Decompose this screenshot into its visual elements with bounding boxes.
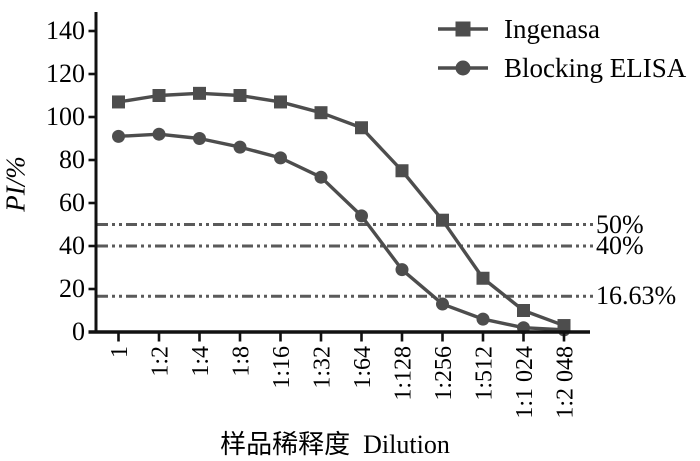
y-tick-label: 120	[46, 59, 85, 88]
legend-label: Ingenasa	[504, 14, 600, 44]
x-tick-label: 1:64	[350, 346, 376, 389]
legend-marker-circle-icon	[438, 60, 488, 76]
circle-marker	[355, 209, 368, 223]
square-marker	[395, 164, 409, 178]
square-marker	[436, 213, 449, 227]
circle-marker	[112, 129, 125, 143]
x-tick-label: 1	[107, 346, 133, 358]
square-marker	[112, 95, 125, 109]
legend-item-ingenasa: Ingenasa	[438, 13, 686, 45]
y-axis-title: PI/%	[0, 156, 31, 212]
circle-marker	[152, 127, 166, 141]
x-tick-label: 1:2	[148, 346, 174, 377]
square-marker	[355, 121, 368, 135]
legend-item-blocking-elisa: Blocking ELISA	[438, 52, 686, 84]
circle-marker	[436, 297, 449, 311]
y-tick-label: 80	[59, 145, 85, 174]
circle-marker	[233, 140, 247, 154]
legend-marker-square-icon	[438, 21, 488, 37]
y-tick-label: 60	[59, 188, 85, 217]
square-marker	[274, 95, 287, 109]
x-tick-label: 1:512	[472, 346, 498, 401]
x-tick-label: 1:16	[269, 346, 295, 389]
y-tick-label: 140	[46, 16, 85, 45]
circle-marker	[274, 151, 287, 165]
series-line-ingenasa	[118, 91, 565, 328]
x-tick-label: 1:8	[229, 346, 255, 377]
x-tick-label: 1:2 048	[553, 346, 579, 419]
square-marker	[233, 89, 247, 102]
circle-marker	[395, 263, 409, 277]
square-marker	[517, 304, 530, 317]
x-tick-label: 1:32	[310, 346, 336, 389]
y-tick-label: 100	[46, 102, 85, 131]
series-line-blocking-elisa	[118, 132, 565, 332]
circle-marker	[476, 312, 490, 326]
legend: Ingenasa Blocking ELISA	[438, 13, 686, 84]
square-marker	[314, 106, 328, 120]
x-tick-label: 1:256	[431, 346, 457, 401]
x-tick-label: 1:128	[391, 346, 417, 401]
legend-label: Blocking ELISA	[504, 53, 687, 83]
ref-label-16-63: 16.63%	[596, 281, 677, 311]
x-axis-title: 样品稀释度 Dilution	[220, 430, 450, 459]
ref-label-50: 50%	[596, 209, 644, 239]
square-marker	[193, 86, 206, 100]
square-marker	[152, 89, 166, 102]
square-marker	[476, 271, 490, 285]
y-tick-label: 20	[59, 274, 85, 303]
y-tick-label: 0	[72, 317, 85, 346]
y-tick-label: 40	[59, 231, 85, 260]
circle-marker	[314, 170, 328, 184]
x-tick-label: 1:4	[188, 346, 214, 377]
ref-label-40: 40%	[596, 231, 644, 260]
x-tick-label: 1:1 024	[512, 346, 538, 419]
square-marker	[557, 319, 571, 333]
circle-marker	[193, 132, 206, 145]
